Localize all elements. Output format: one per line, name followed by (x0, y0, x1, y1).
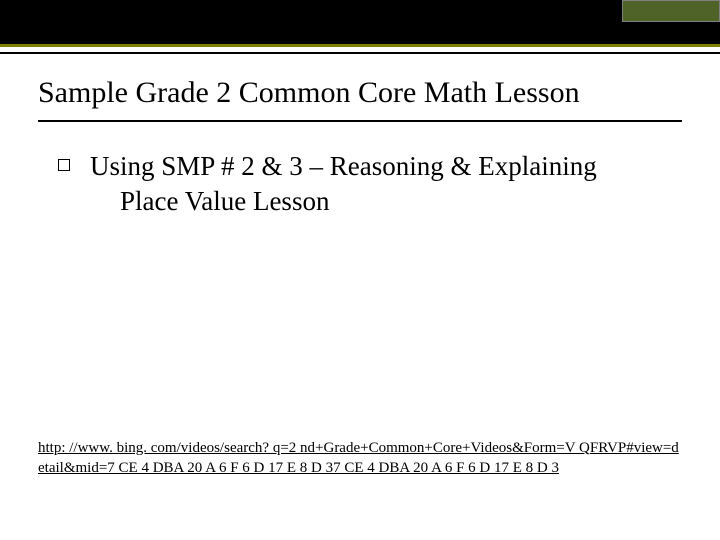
video-link[interactable]: http: //www. bing. com/videos/search? q=… (38, 438, 682, 479)
header-rule-black (0, 52, 720, 54)
slide-title: Sample Grade 2 Common Core Math Lesson (38, 76, 682, 110)
bullet-subtext: Place Value Lesson (120, 186, 682, 217)
square-bullet-icon (58, 159, 70, 171)
title-block: Sample Grade 2 Common Core Math Lesson (38, 76, 682, 122)
bullet-text: Using SMP # 2 & 3 – Reasoning & Explaini… (90, 150, 597, 184)
header-green-accent (622, 0, 720, 22)
link-block: http: //www. bing. com/videos/search? q=… (38, 438, 682, 479)
header-dark-strip (0, 0, 720, 44)
title-underline (38, 120, 682, 122)
bullet-item: Using SMP # 2 & 3 – Reasoning & Explaini… (58, 150, 682, 184)
content-area: Sample Grade 2 Common Core Math Lesson U… (0, 76, 720, 217)
body-block: Using SMP # 2 & 3 – Reasoning & Explaini… (38, 150, 682, 217)
header-bar (0, 0, 720, 54)
